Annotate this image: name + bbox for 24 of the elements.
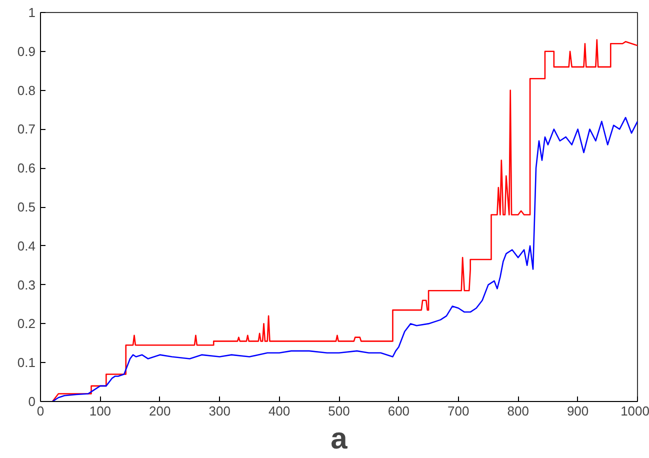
y-tick-label: 0.8 (17, 82, 36, 98)
y-tick-label: 0 (28, 394, 36, 409)
x-tick-label: 100 (89, 404, 112, 418)
line-series (52, 39, 638, 402)
y-tick-label: 0.4 (17, 238, 36, 254)
y-tick-label: 0.9 (17, 44, 36, 59)
x-tick-label: 300 (208, 404, 230, 418)
x-tick-label: 500 (328, 404, 350, 418)
y-tick-label: 0.3 (17, 277, 36, 292)
y-tick-label: 0.5 (17, 200, 36, 214)
x-axis-title: a (330, 422, 348, 456)
x-tick-label: 600 (388, 404, 410, 418)
y-tick-label: 0.2 (17, 316, 36, 332)
x-tick-label: 400 (268, 404, 290, 418)
x-tick-label: 200 (149, 404, 171, 418)
x-tick-label: 700 (448, 404, 470, 418)
line-series (52, 116, 638, 402)
x-tick-label: 800 (507, 404, 529, 418)
y-tick-label: 0.7 (17, 122, 36, 137)
y-tick-label: 0.1 (17, 355, 36, 370)
y-tick-label: 0.6 (17, 160, 36, 176)
y-tick-label: 1 (28, 5, 36, 20)
x-tick-label: 900 (566, 404, 589, 418)
x-tick-label: 1000 (620, 404, 649, 418)
